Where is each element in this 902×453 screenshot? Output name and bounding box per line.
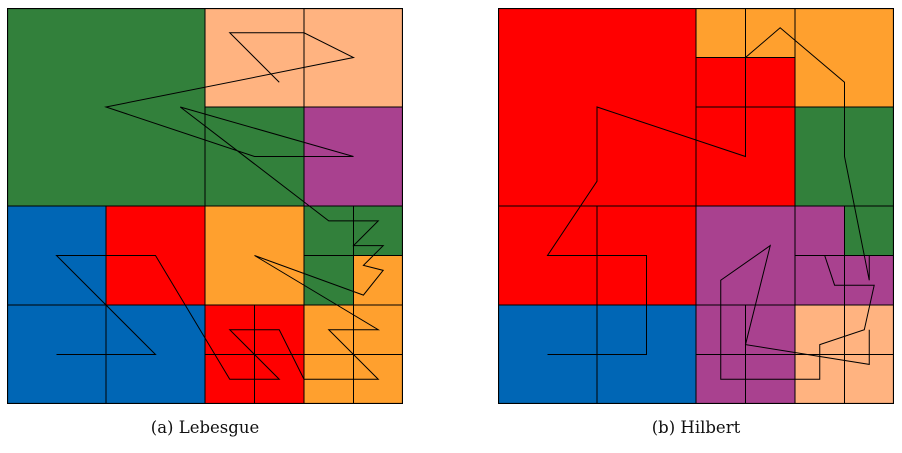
quadtree-cell [695, 205, 796, 306]
quadtree-cell [794, 205, 845, 256]
lebesgue-quadtree-svg [7, 8, 403, 404]
lebesgue-diagram [7, 8, 403, 404]
quadtree-cell [695, 8, 746, 58]
space-filling-curve [55, 32, 385, 380]
quadtree-cell [353, 205, 403, 256]
quadtree-cell [303, 255, 354, 306]
space-filling-curve [546, 27, 875, 380]
quadtree-cell [745, 8, 796, 58]
quadtree-cell [794, 255, 845, 306]
hilbert-diagram [498, 8, 894, 404]
quadtree-cell [745, 57, 796, 108]
lebesgue-caption: (a) Lebesgue [150, 418, 260, 437]
quadtree-cell [745, 304, 796, 355]
quadtree-cell [695, 57, 746, 108]
quadtree-cell [303, 205, 354, 256]
hilbert-quadtree-svg [498, 8, 894, 404]
quadtree-cells [498, 8, 894, 404]
hilbert-caption: (b) Hilbert [651, 418, 741, 437]
quadtree-cell [353, 255, 403, 306]
panel-border [7, 8, 403, 404]
quadtree-cell [844, 205, 894, 256]
panel-border [498, 8, 894, 404]
quadtree-cell [794, 304, 845, 355]
